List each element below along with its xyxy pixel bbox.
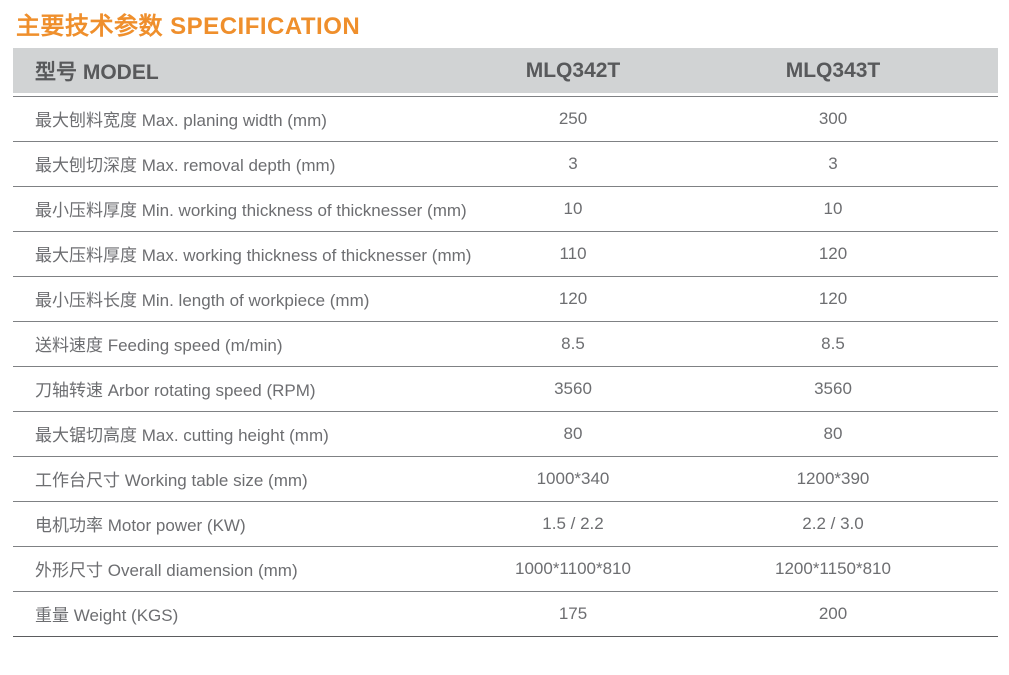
row-label: 电机功率 Motor power (KW) xyxy=(13,500,463,546)
row-value-model1: 120 xyxy=(463,275,683,321)
table-row: 外形尺寸 Overall diamension (mm) 1000*1100*8… xyxy=(13,545,998,591)
row-filler-cell xyxy=(983,410,998,456)
row-value-model1: 10 xyxy=(463,185,683,231)
row-filler-cell xyxy=(983,545,998,591)
row-value-model1: 1.5 / 2.2 xyxy=(463,500,683,546)
row-value-model2: 1200*1150*810 xyxy=(683,545,983,591)
row-filler-cell xyxy=(983,230,998,276)
row-value-model1: 1000*1100*810 xyxy=(463,545,683,591)
row-filler-cell xyxy=(983,365,998,411)
table-row: 最大刨料宽度 Max. planing width (mm) 250 300 xyxy=(13,95,998,141)
row-filler-cell xyxy=(983,140,998,186)
row-label: 刀轴转速 Arbor rotating speed (RPM) xyxy=(13,365,463,411)
row-value-model1: 80 xyxy=(463,410,683,456)
table-row: 刀轴转速 Arbor rotating speed (RPM) 3560 356… xyxy=(13,365,998,411)
row-value-model2: 200 xyxy=(683,590,983,637)
row-filler-cell xyxy=(983,455,998,501)
row-label: 送料速度 Feeding speed (m/min) xyxy=(13,320,463,366)
row-label: 外形尺寸 Overall diamension (mm) xyxy=(13,545,463,591)
table-row: 重量 Weight (KGS) 175 200 xyxy=(13,590,998,637)
row-value-model2: 300 xyxy=(683,95,983,141)
row-value-model2: 3560 xyxy=(683,365,983,411)
row-value-model2: 3 xyxy=(683,140,983,186)
row-label: 工作台尺寸 Working table size (mm) xyxy=(13,455,463,501)
row-value-model2: 2.2 / 3.0 xyxy=(683,500,983,546)
table-row: 电机功率 Motor power (KW) 1.5 / 2.2 2.2 / 3.… xyxy=(13,500,998,546)
row-label: 最大锯切高度 Max. cutting height (mm) xyxy=(13,410,463,456)
table-header-row: 型号 MODEL MLQ342T MLQ343T xyxy=(13,48,998,93)
row-value-model1: 8.5 xyxy=(463,320,683,366)
table-row: 最小压料长度 Min. length of workpiece (mm) 120… xyxy=(13,275,998,321)
table-row: 最小压料厚度 Min. working thickness of thickne… xyxy=(13,185,998,231)
row-label: 最大刨切深度 Max. removal depth (mm) xyxy=(13,140,463,186)
specification-table: 型号 MODEL MLQ342T MLQ343T 最大刨料宽度 Max. pla… xyxy=(13,48,998,637)
page-title: 主要技术参数 SPECIFICATION xyxy=(16,13,361,40)
header-filler-cell xyxy=(983,48,998,93)
row-value-model1: 3560 xyxy=(463,365,683,411)
row-filler-cell xyxy=(983,185,998,231)
row-value-model1: 250 xyxy=(463,95,683,141)
row-label: 最大刨料宽度 Max. planing width (mm) xyxy=(13,95,463,141)
row-value-model2: 120 xyxy=(683,230,983,276)
table-row: 最大锯切高度 Max. cutting height (mm) 80 80 xyxy=(13,410,998,456)
model-column-header: 型号 MODEL xyxy=(35,60,159,84)
row-value-model2: 80 xyxy=(683,410,983,456)
row-label: 最大压料厚度 Max. working thickness of thickne… xyxy=(13,230,471,276)
row-value-model2: 1200*390 xyxy=(683,455,983,501)
row-label: 最小压料长度 Min. length of workpiece (mm) xyxy=(13,275,463,321)
row-value-model2: 10 xyxy=(683,185,983,231)
row-value-model2: 120 xyxy=(683,275,983,321)
row-filler-cell xyxy=(983,500,998,546)
row-label: 最小压料厚度 Min. working thickness of thickne… xyxy=(13,185,467,231)
row-value-model1: 3 xyxy=(463,140,683,186)
table-row: 最大压料厚度 Max. working thickness of thickne… xyxy=(13,230,998,276)
model-name-mlq343t: MLQ343T xyxy=(785,58,881,82)
row-label: 重量 Weight (KGS) xyxy=(13,590,463,637)
model-name-mlq342t: MLQ342T xyxy=(525,58,621,82)
row-filler-cell xyxy=(983,590,998,637)
row-filler-cell xyxy=(983,95,998,141)
row-filler-cell xyxy=(983,275,998,321)
row-value-model1: 1000*340 xyxy=(463,455,683,501)
row-value-model1: 175 xyxy=(463,590,683,637)
table-row: 最大刨切深度 Max. removal depth (mm) 3 3 xyxy=(13,140,998,186)
row-value-model1: 110 xyxy=(463,230,683,276)
row-filler-cell xyxy=(983,320,998,366)
table-row: 送料速度 Feeding speed (m/min) 8.5 8.5 xyxy=(13,320,998,366)
table-row: 工作台尺寸 Working table size (mm) 1000*340 1… xyxy=(13,455,998,501)
row-value-model2: 8.5 xyxy=(683,320,983,366)
